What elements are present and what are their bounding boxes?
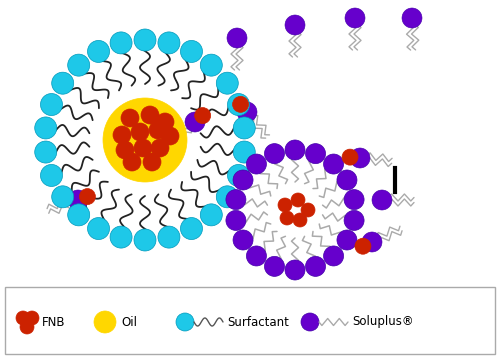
Circle shape: [180, 41, 203, 62]
Circle shape: [123, 153, 141, 171]
Circle shape: [52, 72, 74, 94]
Circle shape: [306, 144, 326, 164]
Circle shape: [216, 186, 238, 208]
Circle shape: [301, 203, 315, 217]
Circle shape: [324, 154, 344, 174]
Circle shape: [134, 29, 156, 51]
Circle shape: [233, 230, 253, 250]
Circle shape: [34, 117, 56, 139]
Circle shape: [156, 113, 174, 131]
Circle shape: [194, 108, 210, 123]
Circle shape: [131, 123, 149, 141]
Circle shape: [372, 190, 392, 210]
Circle shape: [25, 311, 39, 325]
Circle shape: [226, 190, 246, 210]
Circle shape: [80, 188, 96, 205]
Circle shape: [34, 141, 56, 163]
Circle shape: [134, 229, 156, 251]
Circle shape: [158, 226, 180, 248]
Circle shape: [176, 313, 194, 331]
Circle shape: [143, 153, 161, 171]
Circle shape: [88, 218, 110, 239]
Text: FNB: FNB: [42, 316, 66, 328]
Circle shape: [200, 54, 222, 76]
Circle shape: [68, 190, 88, 210]
Circle shape: [40, 94, 62, 116]
Circle shape: [237, 102, 257, 122]
Text: Surfactant: Surfactant: [227, 316, 289, 328]
Circle shape: [40, 164, 62, 186]
Circle shape: [280, 211, 294, 225]
Circle shape: [200, 204, 222, 226]
Circle shape: [402, 8, 422, 28]
Circle shape: [149, 121, 167, 139]
Circle shape: [228, 164, 250, 186]
Circle shape: [301, 313, 319, 331]
Circle shape: [246, 154, 266, 174]
Circle shape: [264, 256, 284, 276]
Circle shape: [350, 148, 370, 168]
Circle shape: [285, 140, 305, 160]
Circle shape: [355, 238, 371, 254]
Circle shape: [151, 139, 169, 157]
Circle shape: [293, 213, 307, 227]
Circle shape: [344, 210, 364, 230]
Circle shape: [185, 112, 205, 132]
Circle shape: [68, 204, 90, 226]
Circle shape: [344, 190, 364, 210]
Circle shape: [291, 193, 305, 207]
Circle shape: [20, 320, 34, 334]
Circle shape: [116, 141, 134, 159]
Circle shape: [246, 246, 266, 266]
Text: Soluplus®: Soluplus®: [352, 316, 414, 328]
Circle shape: [16, 311, 30, 325]
Circle shape: [180, 218, 203, 239]
Circle shape: [134, 139, 152, 157]
Circle shape: [141, 106, 159, 124]
Circle shape: [110, 226, 132, 248]
Circle shape: [362, 232, 382, 252]
Circle shape: [337, 170, 357, 190]
Circle shape: [278, 198, 292, 212]
Circle shape: [121, 109, 139, 127]
Circle shape: [285, 15, 305, 35]
Circle shape: [228, 94, 250, 116]
Circle shape: [234, 117, 256, 139]
Circle shape: [110, 32, 132, 54]
Circle shape: [345, 8, 365, 28]
Circle shape: [158, 32, 180, 54]
Circle shape: [233, 170, 253, 190]
Circle shape: [113, 126, 131, 144]
Circle shape: [227, 28, 247, 48]
Circle shape: [264, 144, 284, 164]
Circle shape: [68, 54, 90, 76]
Text: Oil: Oil: [121, 316, 137, 328]
Circle shape: [161, 127, 179, 145]
Circle shape: [342, 149, 358, 165]
Circle shape: [234, 141, 256, 163]
Circle shape: [103, 98, 187, 182]
Circle shape: [285, 260, 305, 280]
Circle shape: [232, 96, 248, 112]
Circle shape: [94, 311, 116, 333]
Circle shape: [88, 41, 110, 62]
Circle shape: [216, 72, 238, 94]
FancyBboxPatch shape: [5, 287, 495, 354]
Circle shape: [52, 186, 74, 208]
Circle shape: [324, 246, 344, 266]
Circle shape: [306, 256, 326, 276]
Circle shape: [226, 210, 246, 230]
Circle shape: [337, 230, 357, 250]
